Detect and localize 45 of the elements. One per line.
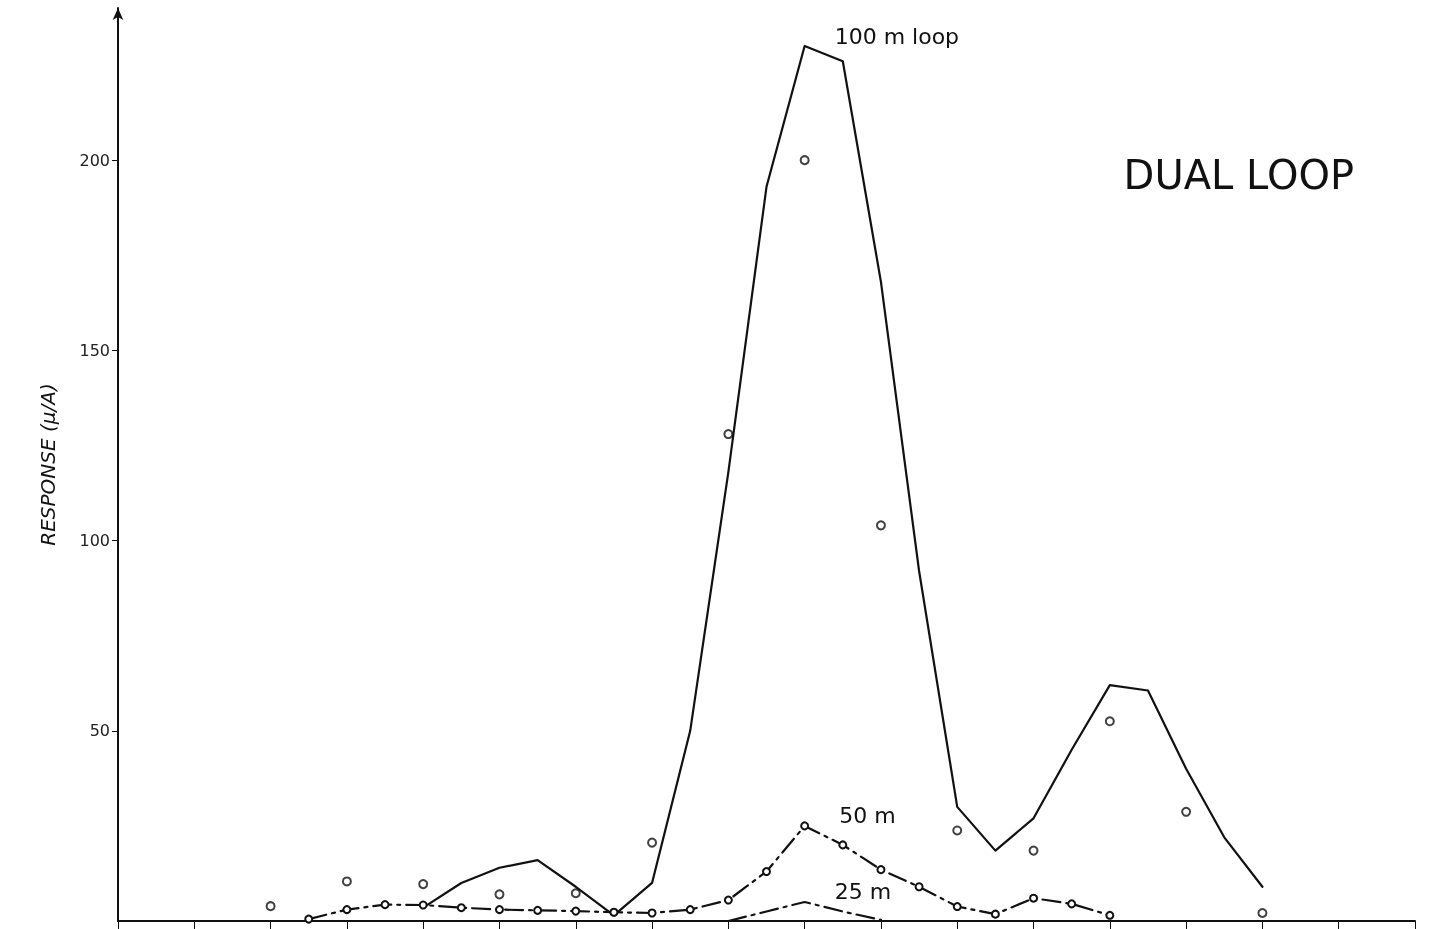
point <box>418 900 428 910</box>
point <box>990 909 1000 919</box>
y-tick-label: 150 <box>79 340 110 360</box>
point <box>952 825 963 836</box>
point <box>341 876 352 887</box>
text: DUAL LOOP <box>1123 152 1354 198</box>
point <box>685 905 695 915</box>
point <box>380 900 390 910</box>
point <box>494 905 504 915</box>
point <box>1257 908 1268 919</box>
point <box>456 903 466 913</box>
series-label: 25 m <box>834 879 892 905</box>
point <box>609 907 619 917</box>
point <box>494 889 505 900</box>
point <box>1067 899 1077 909</box>
point <box>800 821 810 831</box>
point <box>914 882 924 892</box>
series-label: 50 m <box>839 803 896 829</box>
point <box>647 908 657 918</box>
point <box>1104 716 1115 727</box>
point <box>952 902 962 912</box>
point <box>304 914 314 924</box>
y-tick-label: 100 <box>79 531 110 551</box>
point <box>533 905 543 915</box>
point <box>265 901 276 912</box>
series-label: 100 m loop <box>834 23 960 49</box>
point <box>762 867 771 877</box>
point <box>838 840 848 850</box>
point <box>342 905 352 915</box>
point <box>570 888 581 899</box>
point <box>875 520 886 531</box>
point <box>723 429 734 440</box>
point <box>647 837 658 848</box>
y-tick-label: 50 <box>89 721 110 741</box>
point <box>1181 806 1192 817</box>
point <box>799 155 810 166</box>
y-axis-title: RESPONSE (μ/A) <box>36 383 60 546</box>
point <box>418 879 429 890</box>
point <box>1028 845 1039 856</box>
point <box>1029 893 1039 903</box>
point <box>571 906 581 916</box>
y-tick-label: 200 <box>79 150 110 170</box>
point <box>723 895 733 905</box>
point <box>876 865 886 875</box>
point <box>1105 910 1115 920</box>
